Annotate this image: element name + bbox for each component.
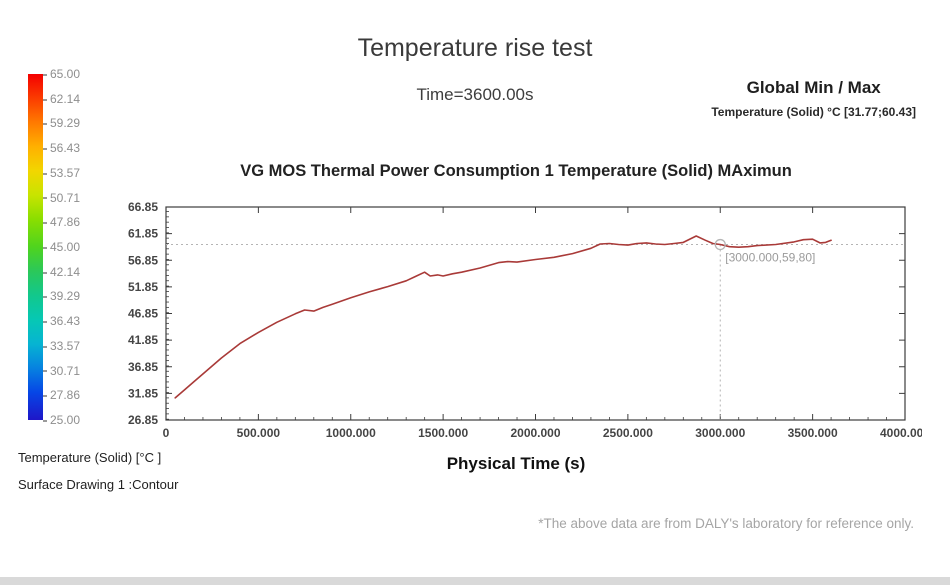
x-tick-label: 1500.000 [418, 426, 468, 440]
x-tick-label: 0 [163, 426, 170, 440]
y-tick-label: 61.85 [128, 227, 158, 241]
colorbar-label: 27.86 [43, 388, 80, 402]
x-tick-label: 1000.000 [326, 426, 376, 440]
y-tick-label: 36.85 [128, 360, 158, 374]
bottom-strip [0, 577, 950, 585]
colorbar-label: 50.71 [43, 191, 80, 205]
marker-point [714, 238, 726, 251]
colorbar-label: 42.14 [43, 265, 80, 279]
y-tick-label: 41.85 [128, 333, 158, 347]
x-tick-label: 2000.000 [510, 426, 560, 440]
colorbar-labels: 65.00 62.14 59.29 56.43 53.57 50.71 47.86 45.00… [43, 67, 113, 427]
legend-line-temperature: Temperature (Solid) [°C ] [18, 450, 162, 465]
colorbar-label: 36.43 [43, 314, 80, 328]
global-minmax-title: Global Min / Max [746, 78, 881, 97]
x-axis-label: Physical Time (s) [446, 454, 586, 473]
legend-line-surface-drawing: Surface Drawing 1 :Contour [18, 477, 179, 492]
global-minmax-value: Temperature (Solid) °C [31.77;60.43] [711, 105, 916, 119]
chart-panel: VG MOS Thermal Power Consumption 1 Tempe… [110, 162, 922, 474]
colorbar-label: 33.57 [43, 339, 80, 353]
x-tick-label: 4000.000 [880, 426, 922, 440]
temperature-line [174, 235, 832, 399]
footnote: *The above data are from DALY's laborato… [538, 516, 914, 531]
y-tick-label: 31.85 [128, 386, 158, 400]
y-tick-label: 66.85 [128, 200, 158, 214]
marker-annotation: [3000.000,59,80] [725, 251, 815, 265]
colorbar-label: 59.29 [43, 116, 80, 130]
line-chart: 0 500.000 1000.000 1500.000 2000.000 2500.000… [128, 200, 922, 440]
colorbar-label: 53.57 [43, 166, 80, 180]
plot-border [165, 206, 906, 421]
x-tick-label: 3000.000 [695, 426, 745, 440]
y-tick-label: 46.85 [128, 307, 158, 321]
chart-title: VG MOS Thermal Power Consumption 1 Tempe… [240, 162, 792, 180]
colorbar: 65.00 62.14 59.29 56.43 53.57 50.71 47.86 45.00… [28, 67, 118, 427]
x-tick-label: 2500.000 [603, 426, 653, 440]
time-label: Time=3600.00s [416, 85, 534, 104]
x-tick-label: 500.000 [237, 426, 281, 440]
colorbar-gradient [28, 74, 43, 420]
y-tick-label: 56.85 [128, 253, 158, 267]
colorbar-label: 30.71 [43, 364, 80, 378]
x-tick-label: 3500.000 [788, 426, 838, 440]
y-tick-label: 51.85 [128, 280, 158, 294]
colorbar-label: 45.00 [43, 240, 80, 254]
global-minmax-panel: Global Min / Max Temperature (Solid) °C … [711, 78, 916, 119]
colorbar-label: 62.14 [43, 92, 80, 106]
colorbar-label: 39.29 [43, 289, 80, 303]
page-title: Temperature rise test [357, 34, 593, 62]
y-tick-label: 26.85 [128, 413, 158, 427]
colorbar-label: 65.00 [43, 67, 80, 81]
colorbar-label: 25.00 [43, 413, 80, 427]
chart-legend: Temperature (Solid) [°C ] Surface Drawin… [18, 450, 178, 504]
colorbar-label: 47.86 [43, 215, 80, 229]
colorbar-label: 56.43 [43, 141, 80, 155]
